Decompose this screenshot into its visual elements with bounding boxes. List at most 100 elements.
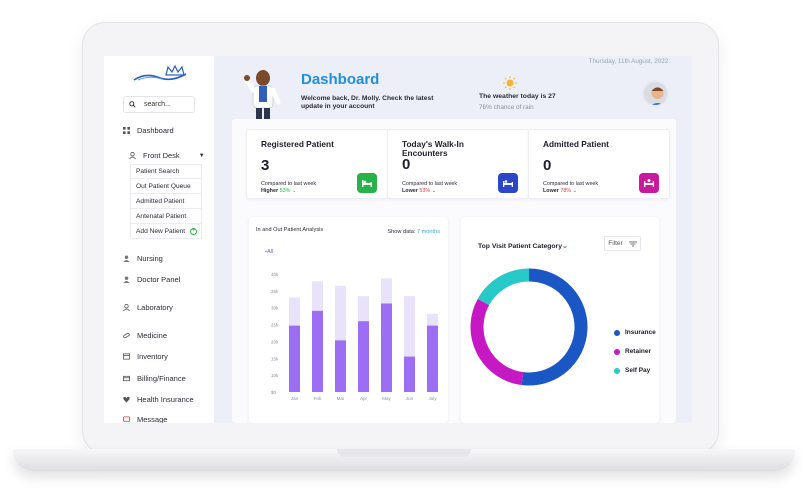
card-value: 0 bbox=[402, 156, 411, 173]
donut-slice-self-pay[interactable] bbox=[477, 268, 530, 306]
legend-item-insurance: Insurance bbox=[614, 329, 656, 336]
submenu-item-label: Admitted Patient bbox=[136, 197, 185, 205]
sidebar-item-health-insurance[interactable]: Health Insurance bbox=[123, 395, 194, 404]
crown-logo-icon bbox=[133, 64, 187, 81]
trend-word: Lower bbox=[402, 187, 418, 194]
y-tick-label: 35k bbox=[271, 289, 279, 294]
show-data-select[interactable]: Show data: 7 months bbox=[387, 229, 440, 235]
grid-icon bbox=[123, 127, 130, 134]
walk-in-icon bbox=[498, 173, 518, 193]
all-dot-icon: • bbox=[265, 249, 267, 255]
welcome-message: Welcome back, Dr. Molly. Check the lates… bbox=[301, 95, 434, 110]
sidebar-item-medicine[interactable]: Medicine bbox=[123, 331, 167, 340]
stat-card-registered: Registered Patient 3 Compared to last we… bbox=[246, 129, 388, 199]
sidebar-item-label: Billing/Finance bbox=[137, 374, 186, 383]
chart-title: Top Visit Patient Category⌄ bbox=[478, 242, 568, 250]
x-tick-label: Feb bbox=[314, 396, 322, 401]
submenu-item-add-new-patient[interactable]: Add New Patient + bbox=[130, 224, 202, 239]
doctor-icon bbox=[123, 276, 130, 283]
filter-label: Filter bbox=[608, 240, 623, 247]
bar-value[interactable] bbox=[335, 340, 346, 392]
sidebar-item-doctor-panel[interactable]: Doctor Panel bbox=[123, 275, 180, 284]
chevron-down-icon: ▼ bbox=[198, 152, 205, 159]
legend-label: Retainer bbox=[625, 348, 652, 355]
legend-dot bbox=[614, 367, 620, 374]
y-tick-label: $0 bbox=[271, 390, 277, 395]
trend-value: 53% bbox=[419, 187, 431, 194]
sidebar-item-label: Inventory bbox=[137, 352, 168, 361]
bar-value[interactable] bbox=[358, 321, 369, 392]
page-title: Dashboard bbox=[301, 71, 380, 88]
submenu-item-out-patient-queue[interactable]: Out Patient Queue bbox=[130, 179, 202, 194]
laptop-notch bbox=[337, 449, 471, 457]
search-input[interactable]: search... bbox=[123, 96, 195, 113]
x-tick-label: Jun bbox=[406, 396, 414, 401]
sidebar-item-front-desk[interactable]: Front Desk ▼ bbox=[129, 151, 205, 160]
trend-word: Lower bbox=[543, 187, 559, 194]
donut-slice-retainer[interactable] bbox=[470, 298, 524, 386]
donut-slice-insurance[interactable] bbox=[521, 268, 588, 386]
submenu-item-label: Antenatal Patient bbox=[136, 212, 187, 220]
submenu-item-admitted-patient[interactable]: Admitted Patient bbox=[130, 194, 202, 209]
bar-value[interactable] bbox=[381, 303, 392, 393]
submenu-item-label: Add New Patient bbox=[136, 227, 186, 235]
card-title: Admitted Patient bbox=[543, 139, 609, 149]
legend-dot bbox=[614, 329, 620, 336]
app-screen: search... Dashboard Front Desk ▼ Patient… bbox=[104, 56, 692, 423]
front-desk-submenu: Patient Search Out Patient Queue Admitte… bbox=[130, 164, 202, 239]
submenu-item-label: Out Patient Queue bbox=[136, 182, 191, 190]
donut-chart bbox=[470, 268, 588, 386]
bed-icon bbox=[357, 173, 377, 193]
card-compare: Compared to last week Higher 53% ⌄ bbox=[261, 181, 316, 194]
compare-text: Compared to last week bbox=[543, 181, 599, 187]
sidebar-item-laboratory[interactable]: Laboratory bbox=[123, 303, 173, 312]
sidebar-item-billing[interactable]: Billing/Finance bbox=[123, 374, 186, 383]
bar-value[interactable] bbox=[404, 356, 415, 392]
doctor-mascot-icon bbox=[244, 70, 281, 123]
sidebar-item-inventory[interactable]: Inventory bbox=[123, 352, 168, 361]
search-placeholder: search... bbox=[144, 101, 171, 108]
filter-button[interactable]: Filter bbox=[604, 236, 641, 251]
sun-icon bbox=[503, 76, 517, 90]
chevron-up-icon: ⌄ bbox=[291, 187, 297, 194]
submenu-item-patient-search[interactable]: Patient Search bbox=[130, 164, 202, 179]
y-tick-label: 10k bbox=[271, 373, 279, 378]
filter-all-toggle[interactable]: •All bbox=[265, 249, 273, 255]
sidebar: search... Dashboard Front Desk ▼ Patient… bbox=[104, 56, 214, 423]
sidebar-item-nursing[interactable]: Nursing bbox=[123, 254, 163, 263]
card-title: Today's Walk-In Encounters bbox=[402, 139, 464, 158]
chevron-down-icon: ⌄ bbox=[572, 187, 578, 194]
trend-value: 78% bbox=[560, 187, 572, 194]
chevron-down-icon: ⌄ bbox=[431, 187, 437, 194]
sidebar-item-message[interactable]: Message bbox=[123, 415, 167, 423]
sidebar-item-dashboard[interactable]: Dashboard bbox=[123, 126, 174, 135]
sidebar-item-label: Dashboard bbox=[137, 126, 174, 135]
sidebar-item-label: Front Desk bbox=[143, 151, 180, 160]
legend-dot bbox=[614, 348, 620, 355]
current-date: Thursday, 11th August, 2022. bbox=[588, 58, 670, 65]
x-tick-label: May bbox=[382, 396, 391, 401]
sidebar-item-label: Health Insurance bbox=[137, 395, 194, 404]
compare-trend: Lower 53% ⌄ bbox=[402, 188, 457, 195]
bar-value[interactable] bbox=[289, 325, 300, 392]
trend-value: 53% bbox=[279, 187, 291, 194]
weather-text: The weather today is 27 bbox=[479, 93, 556, 100]
avatar[interactable] bbox=[642, 80, 669, 107]
laptop-base bbox=[13, 449, 795, 471]
bar-value[interactable] bbox=[312, 310, 323, 392]
x-tick-label: Mar bbox=[337, 396, 345, 401]
box-icon bbox=[123, 353, 130, 360]
bar-total[interactable] bbox=[404, 296, 415, 392]
card-value: 3 bbox=[261, 157, 270, 174]
legend-label: Insurance bbox=[625, 329, 656, 336]
filter-icon bbox=[628, 241, 637, 246]
bar-total[interactable] bbox=[335, 285, 346, 392]
compare-text: Compared to last week bbox=[402, 181, 458, 187]
submenu-item-antenatal-patient[interactable]: Antenatal Patient bbox=[130, 209, 202, 224]
message-icon bbox=[123, 416, 130, 422]
user-avatar-icon bbox=[644, 82, 667, 105]
card-title: Registered Patient bbox=[261, 139, 334, 149]
y-tick-label: 15k bbox=[271, 356, 279, 361]
bar-value[interactable] bbox=[427, 325, 438, 392]
x-tick-label: July bbox=[428, 396, 437, 401]
